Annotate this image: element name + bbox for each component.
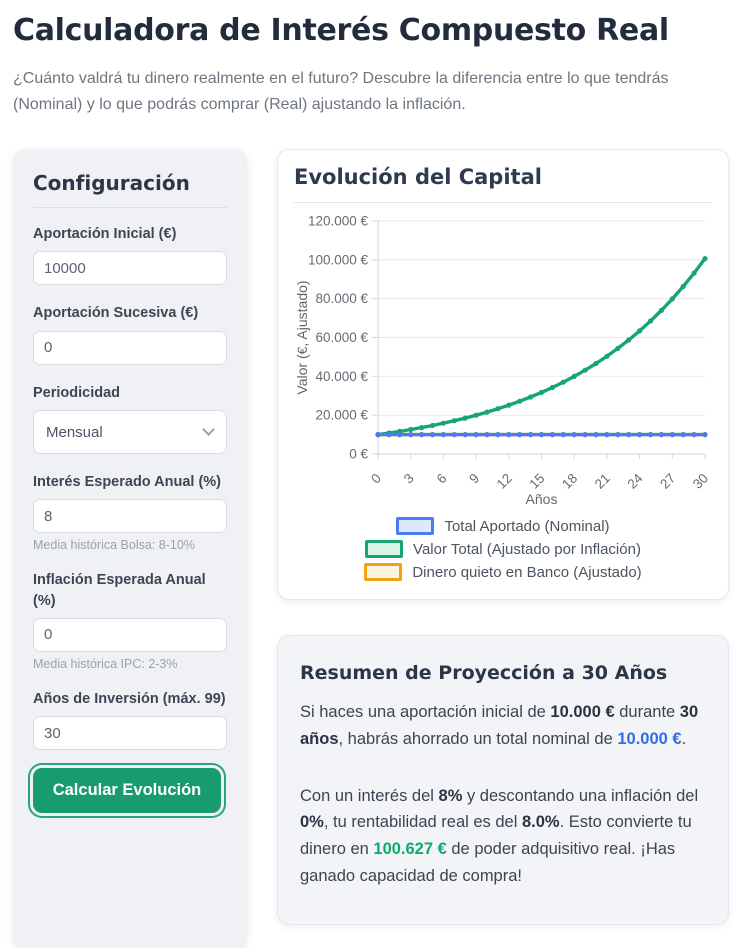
svg-text:40.000 €: 40.000 € [315,369,368,384]
legend-item[interactable]: Valor Total (Ajustado por Inflación) [365,540,641,559]
field-group-recurring-contribution: Aportación Sucesiva (€) [33,303,227,365]
config-fields: Aportación Inicial (€) Aportación Sucesiv… [33,224,227,751]
legend-item[interactable]: Dinero quieto en Banco (Ajustado) [364,563,642,582]
legend-item[interactable]: Total Aportado (Nominal) [396,517,610,536]
legend-label: Total Aportado (Nominal) [444,517,610,535]
field-group-periodicity: Periodicidad Mensual [33,383,227,455]
config-panel-title: Configuración [33,171,227,209]
summary-paragraphs: Si haces una aportación inicial de 10.00… [300,699,706,889]
page-title: Calculadora de Interés Compuesto Real [13,13,669,48]
chart-legend: Total Aportado (Nominal) Valor Total (Aju… [294,517,712,582]
svg-text:15: 15 [526,471,547,492]
summary-title: Resumen de Proyección a 30 Años [300,662,668,685]
expected-inflation-input[interactable] [33,617,227,652]
chart-card: Evolución del Capital 0 € 20.000 € 40.000 … [277,149,729,601]
field-group-initial-contribution: Aportación Inicial (€) [33,224,227,286]
svg-text:18: 18 [559,471,580,492]
summary-paragraph: Si haces una aportación inicial de 10.00… [300,703,699,748]
expected-inflation-label: Inflación Esperada Anual (%) [33,572,206,609]
legend-swatch-icon [365,540,404,559]
svg-text:6: 6 [434,471,450,487]
svg-text:60.000 €: 60.000 € [315,330,368,345]
capital-evolution-chart: 0 € 20.000 € 40.000 € 60.000 € 80.000 € 100.0… [294,214,711,508]
field-group-expected-interest: Interés Esperado Anual (%) Media históric… [33,472,227,552]
recurring-contribution-label: Aportación Sucesiva (€) [33,305,199,322]
svg-text:80.000 €: 80.000 € [315,291,368,306]
expected-interest-input[interactable] [33,499,227,534]
periodicity-label: Periodicidad [33,384,121,401]
page-subtitle: ¿Cuánto valdrá tu dinero realmente en el… [13,70,669,113]
expected-interest-hint: Media histórica Bolsa: 8-10% [33,538,195,553]
svg-text:24: 24 [624,470,646,492]
field-group-expected-inflation: Inflación Esperada Anual (%) Media histór… [33,570,227,671]
svg-text:Años: Años [526,491,558,507]
chart-title: Evolución del Capital [294,165,712,204]
expected-interest-label: Interés Esperado Anual (%) [33,474,222,491]
legend-swatch-icon [396,517,435,536]
svg-text:3: 3 [401,471,417,487]
svg-text:100.000 €: 100.000 € [308,252,369,267]
calculate-button[interactable]: Calcular Evolución [33,768,221,814]
summary-card: Resumen de Proyección a 30 Años Si haces… [277,635,729,926]
legend-label: Valor Total (Ajustado por Inflación) [413,540,641,558]
svg-text:21: 21 [592,471,613,492]
investment-years-label: Años de Inversión (máx. 99) [33,690,226,707]
svg-text:0 €: 0 € [349,447,368,462]
expected-inflation-hint: Media histórica IPC: 2-3% [33,656,178,671]
svg-text:12: 12 [494,471,515,492]
initial-contribution-input[interactable] [33,251,227,286]
svg-text:30: 30 [690,471,711,492]
periodicity-select[interactable]: Mensual [33,410,227,455]
svg-text:Valor (€, Ajustado): Valor (€, Ajustado) [294,281,310,395]
initial-contribution-label: Aportación Inicial (€) [33,226,177,243]
svg-text:9: 9 [466,471,482,487]
svg-text:0: 0 [368,471,384,487]
legend-swatch-icon [364,563,403,582]
legend-label: Dinero quieto en Banco (Ajustado) [412,563,642,581]
svg-text:120.000 €: 120.000 € [308,214,369,229]
config-panel: Configuración Aportación Inicial (€)Apor… [13,149,247,948]
investment-years-input[interactable] [33,716,227,751]
summary-paragraph: Con un interés del 8% y descontando una … [300,786,699,885]
field-group-investment-years: Años de Inversión (máx. 99) [33,689,227,751]
svg-text:20.000 €: 20.000 € [315,408,368,423]
main-layout: Configuración Aportación Inicial (€)Apor… [13,149,729,948]
results-column: Evolución del Capital 0 € 20.000 € 40.000 … [277,149,729,926]
recurring-contribution-input[interactable] [33,330,227,365]
svg-text:27: 27 [657,471,678,492]
